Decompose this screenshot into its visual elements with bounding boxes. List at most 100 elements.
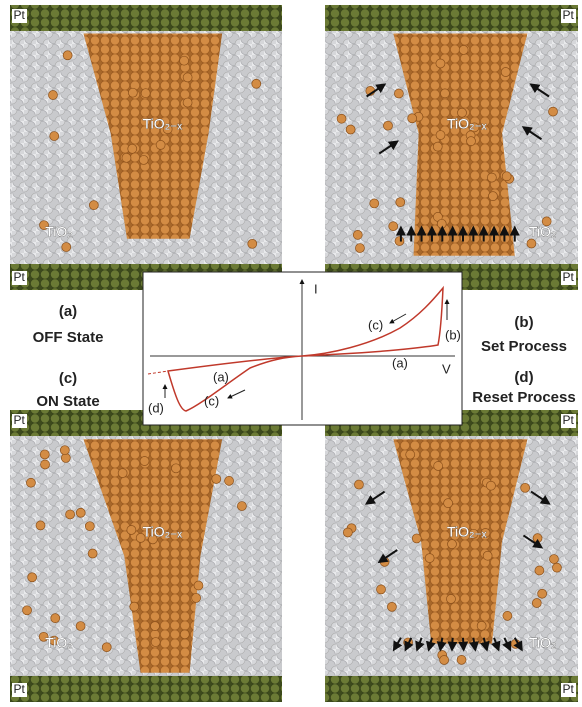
vacancy (63, 51, 72, 60)
vacancy (156, 140, 165, 149)
vacancy (549, 555, 558, 564)
vacancy (467, 137, 476, 146)
caption-label: (a) (59, 303, 77, 320)
vacancy (538, 589, 547, 598)
vacancy (459, 45, 468, 54)
vacancy (76, 622, 85, 631)
vacancy (396, 198, 405, 207)
vacancy (237, 502, 246, 511)
vacancy (387, 602, 396, 611)
vacancy (549, 107, 558, 116)
vacancy (118, 469, 127, 478)
vacancy (395, 237, 404, 246)
vacancy (141, 89, 150, 98)
drift-arrow (463, 638, 464, 650)
vacancy (487, 173, 496, 182)
vacancy (192, 593, 201, 602)
vacancy (26, 478, 35, 487)
vacancy (436, 131, 445, 140)
vacancy (502, 172, 511, 181)
vacancy (76, 508, 85, 517)
vacancy (28, 573, 37, 582)
vacancy (406, 450, 415, 459)
curve-label: (a) (392, 355, 408, 370)
vacancy (444, 499, 453, 508)
curve-label: (d) (148, 400, 164, 415)
vacancy (85, 522, 94, 531)
pt-electrode (10, 676, 282, 702)
caption-state: Reset Process (472, 389, 575, 406)
vacancy (150, 622, 159, 631)
vacancy (62, 243, 71, 252)
vacancy (483, 551, 492, 560)
curve-label: (c) (368, 317, 383, 332)
vacancy (40, 450, 49, 459)
vacancy (183, 73, 192, 82)
vacancy (122, 153, 131, 162)
vacancy (412, 534, 421, 543)
pt-electrode (325, 5, 578, 31)
pt-label: Pt (14, 270, 26, 284)
vacancy (488, 192, 497, 201)
vacancy (183, 98, 192, 107)
vacancy (440, 655, 449, 664)
pt-electrode (10, 5, 282, 31)
vacancy (440, 89, 449, 98)
vacancy (151, 638, 160, 647)
vacancy (66, 510, 75, 519)
caption-state: ON State (36, 393, 99, 410)
vacancy (425, 554, 434, 563)
matrix-label: TiO₂ (45, 634, 72, 650)
matrix-label: TiO₂ (529, 634, 556, 650)
curve-label: (c) (204, 393, 219, 408)
vacancy (172, 464, 181, 473)
iv-graph: I V (a) (a) (b) (c) (c) (d) (143, 272, 462, 425)
vacancy (389, 222, 398, 231)
vacancy (394, 89, 403, 98)
vacancy (477, 621, 486, 630)
pt-label: Pt (14, 8, 26, 22)
drift-arrow (452, 638, 453, 650)
figure: PtPtTiO₂₋ₓTiO₂PtPtTiO₂₋ₓTiO₂PtPtTiO₂₋ₓTi… (0, 0, 582, 702)
pt-label: Pt (14, 682, 26, 696)
vacancy (41, 460, 50, 469)
vacancy (252, 79, 261, 88)
vacancy (457, 655, 466, 664)
vacancy (130, 602, 139, 611)
vacancy (447, 540, 456, 549)
vacancy (346, 125, 355, 134)
vacancy (532, 599, 541, 608)
vacancy (212, 474, 221, 483)
vacancy (140, 457, 149, 466)
vacancy (89, 201, 98, 210)
pt-label: Pt (563, 413, 575, 427)
vacancy (128, 88, 137, 97)
vacancy (437, 219, 446, 228)
matrix-label: TiO₂ (45, 224, 72, 240)
vacancy (128, 144, 137, 153)
vacancy (354, 480, 363, 489)
vacancy (486, 481, 495, 490)
vacancy (180, 56, 189, 65)
vacancy (533, 534, 542, 543)
x-axis-label: V (442, 361, 451, 376)
vacancy (23, 606, 32, 615)
vacancy (446, 594, 455, 603)
y-axis-label: I (314, 281, 318, 296)
vacancy (248, 239, 257, 248)
vacancy (552, 563, 561, 572)
pt-label: Pt (563, 8, 575, 22)
filament-label: TiO₂₋ₓ (447, 523, 487, 539)
vacancy (433, 142, 442, 151)
caption-label: (c) (59, 370, 77, 387)
vacancy (501, 68, 510, 77)
vacancy (225, 476, 234, 485)
vacancy (521, 483, 530, 492)
filament-label: TiO₂₋ₓ (143, 523, 183, 539)
pt-label: Pt (14, 413, 26, 427)
vacancy (102, 643, 111, 652)
vacancy (527, 239, 536, 248)
vacancy (51, 614, 60, 623)
vacancy (194, 581, 203, 590)
vacancy (139, 155, 148, 164)
